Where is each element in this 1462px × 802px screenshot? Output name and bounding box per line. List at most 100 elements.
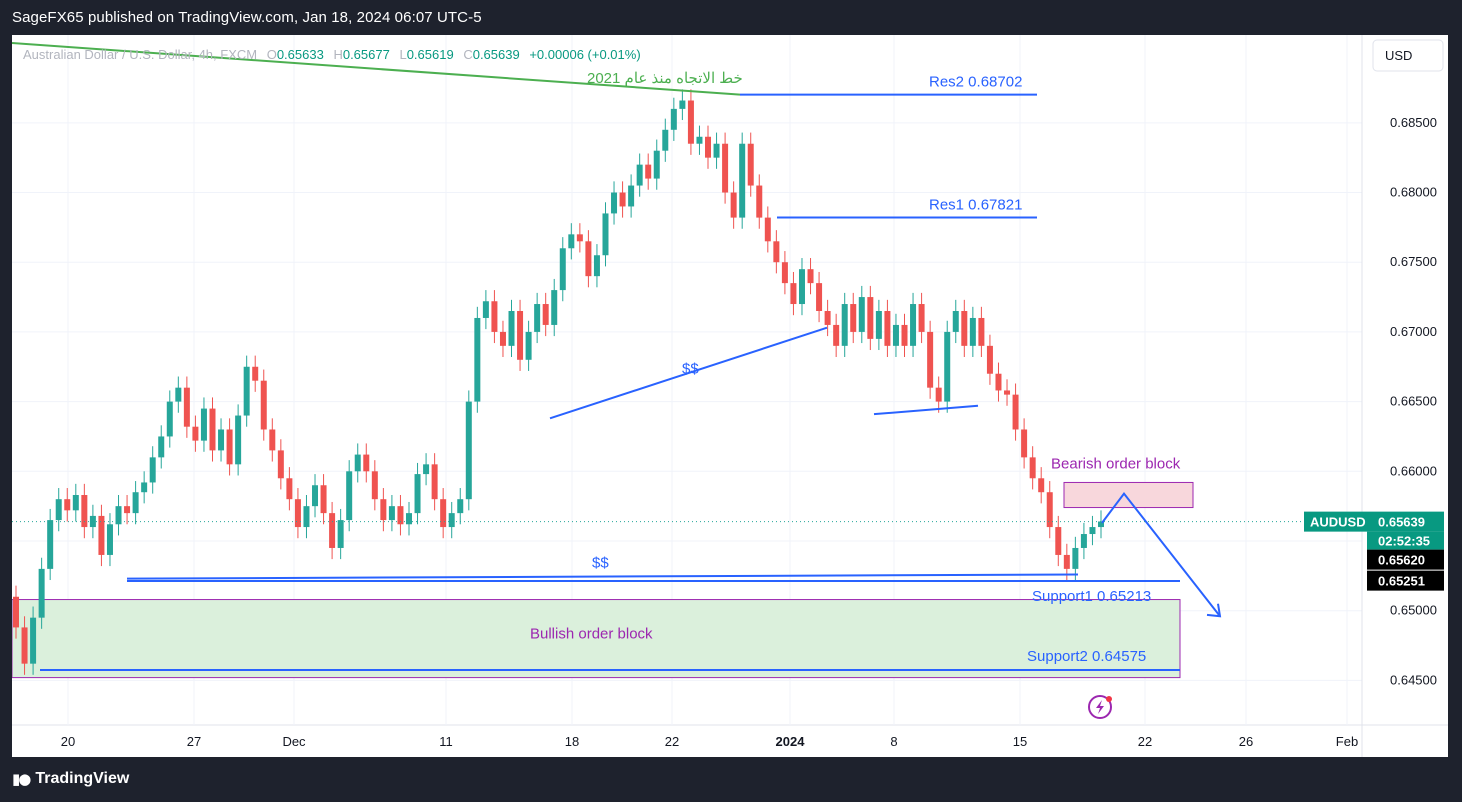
order-block-zones (12, 481, 1194, 679)
price-tag-2-text: 0.65620 (1378, 553, 1425, 568)
candle-body (576, 234, 583, 242)
candle-body (21, 627, 28, 664)
candle-body (303, 506, 310, 528)
candle-body (568, 234, 575, 249)
candle-body (124, 506, 131, 514)
candle-body (482, 301, 489, 318)
candle-body (115, 506, 122, 525)
candle-body (499, 331, 506, 346)
candle-body (405, 513, 412, 525)
candle-body (183, 387, 190, 427)
price-axis[interactable]: 0.68500 0.68000 0.67500 0.67000 0.66500 0.660… (1390, 115, 1437, 688)
candle-body (927, 331, 934, 388)
lightning-icon[interactable] (1088, 695, 1112, 719)
candle-body (81, 495, 88, 528)
trendline[interactable] (12, 42, 741, 96)
candle-body (423, 464, 430, 475)
candle-body (1055, 527, 1062, 555)
candle-body (200, 408, 207, 441)
candles (13, 89, 1104, 675)
candle-body (525, 331, 532, 360)
liquidity-line-lower[interactable] (873, 404, 979, 416)
candle-body (901, 324, 908, 346)
time-tick: 22 (665, 734, 679, 749)
candle-body (517, 311, 524, 360)
candle-body (952, 311, 959, 332)
publisher-line: SageFX65 published on TradingView.com, J… (12, 9, 482, 26)
drawings (12, 42, 1362, 671)
bearish-order-block-zone[interactable] (1063, 481, 1194, 509)
candle-body (798, 269, 805, 305)
candle-body (764, 217, 771, 242)
candle-body (226, 429, 233, 465)
liquidity-line-upper[interactable] (549, 326, 828, 420)
candle-body (1089, 527, 1096, 535)
candle-body (1080, 534, 1087, 548)
candle-body (175, 387, 182, 402)
high-value: 0.65677 (343, 47, 390, 62)
candle-body (218, 429, 225, 451)
candle-body (448, 513, 455, 528)
liquidity-line-mid[interactable] (126, 573, 1079, 580)
candle-body (64, 499, 71, 511)
candle-body (747, 143, 754, 186)
candle-body (260, 380, 267, 430)
candle-body (995, 373, 1002, 391)
candle-body (978, 317, 985, 346)
candle-body (1098, 521, 1104, 528)
candle-body (645, 164, 652, 179)
currency-label: USD (1385, 48, 1412, 63)
candle-body (465, 401, 472, 500)
candle-body (534, 304, 541, 332)
candle-body (696, 136, 703, 144)
candle-body (892, 324, 899, 346)
candle-body (98, 515, 105, 555)
candle-body (961, 311, 968, 346)
candle-body (158, 436, 165, 458)
candle-body (13, 596, 19, 628)
res2-label: Res2 0.68702 (929, 74, 1022, 91)
price-tag-2 (1367, 549, 1444, 570)
time-tick: 20 (61, 734, 75, 749)
candle-body (192, 426, 199, 441)
candle-body (756, 185, 763, 218)
price-tick: 0.64500 (1390, 672, 1437, 687)
candle-body (619, 192, 626, 207)
candle-body (329, 513, 336, 548)
price-tick: 0.66500 (1390, 394, 1437, 409)
candle-body (653, 150, 660, 179)
price-tag-countdown: 02:52:35 (1378, 534, 1430, 549)
candle-body (858, 297, 865, 332)
candle-body (807, 269, 814, 284)
candle-body (397, 506, 404, 525)
candle-body (1063, 554, 1070, 569)
time-tick: 15 (1013, 734, 1027, 749)
candle-body (277, 450, 284, 479)
price-tag-price: 0.65639 (1378, 515, 1425, 530)
candle-body (269, 429, 276, 451)
candle-body (722, 143, 729, 193)
time-tick: Dec (282, 734, 306, 749)
price-tag-countdown-bg (1367, 531, 1444, 550)
tradingview-footer[interactable]: ▮● TradingView (12, 770, 129, 788)
candle-body (986, 345, 993, 374)
projection-arrowhead (1206, 603, 1222, 618)
close-value: 0.65639 (473, 47, 520, 62)
candle-body (1038, 478, 1045, 493)
chart-panel[interactable]: خط الاتجاه منذ عام 2021 Res2 0.68702 Res… (12, 35, 1448, 757)
currency-button[interactable]: USD (1372, 39, 1444, 72)
projection-arrow[interactable] (1101, 491, 1221, 617)
candle-body (457, 499, 464, 514)
candle-body (354, 454, 361, 472)
change-value: +0.00006 (+0.01%) (529, 47, 640, 62)
candle-body (149, 457, 156, 483)
candle-body (286, 478, 293, 500)
candle-body (679, 100, 686, 109)
price-tags: AUDUSD 0.65639 02:52:35 0.65620 0.65251 (1304, 511, 1444, 591)
price-chart[interactable]: خط الاتجاه منذ عام 2021 Res2 0.68702 Res… (12, 35, 1448, 757)
time-axis[interactable]: 20 27 Dec 11 18 22 2024 8 15 22 26 Feb (61, 734, 1358, 749)
candle-body (559, 248, 566, 291)
low-value: 0.65619 (407, 47, 454, 62)
candle-body (252, 366, 259, 381)
bullish-order-block-zone[interactable] (12, 599, 1181, 679)
